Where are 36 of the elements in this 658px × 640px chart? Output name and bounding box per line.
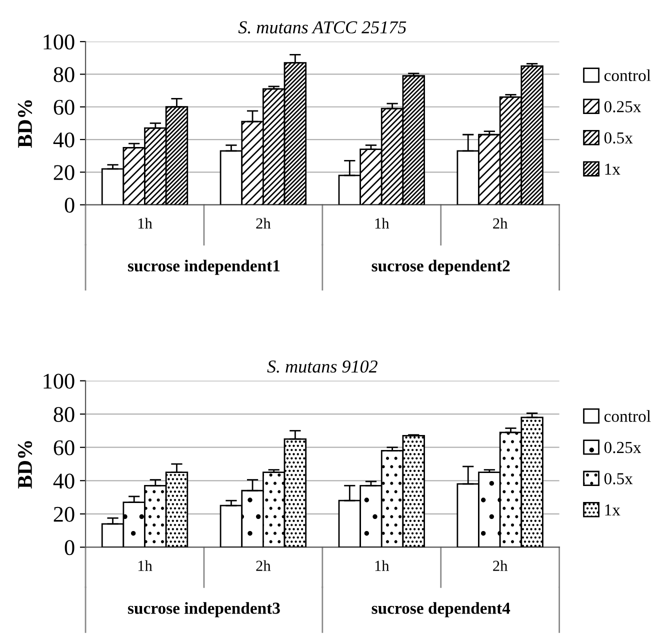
y-axis-title: BD% bbox=[18, 441, 32, 489]
y-tick-label: 100 bbox=[44, 34, 74, 50]
text: sucrose independent3 bbox=[128, 602, 280, 618]
y-axis-title: BD% bbox=[18, 100, 32, 148]
y-tick-label: 0 bbox=[64, 540, 74, 556]
y-tick-label: 20 bbox=[54, 165, 74, 180]
x-tick-label: 2h bbox=[493, 218, 508, 228]
x-tick-label: 1h bbox=[138, 560, 152, 571]
x-tick-label: 1h bbox=[138, 218, 152, 228]
y-tick-label: 40 bbox=[53, 132, 74, 148]
legend-label: 1x bbox=[605, 164, 620, 175]
chart-title: S. mutans ATCC 25175 bbox=[238, 21, 406, 34]
x-tick-label: 2h bbox=[493, 560, 508, 571]
x-tick-label: 1h bbox=[375, 218, 390, 228]
legend-label: control bbox=[604, 69, 651, 82]
legend-label: 1x bbox=[605, 504, 620, 516]
text: sucrose independent1 bbox=[128, 260, 280, 275]
y-tick-label: 100 bbox=[44, 374, 74, 389]
y-tick-label: 40 bbox=[53, 474, 74, 489]
x-tick-label: 2h bbox=[256, 560, 271, 571]
legend-label: 0.5x bbox=[604, 132, 633, 144]
y-tick-label: 80 bbox=[54, 67, 74, 82]
x-tick-label: 2h bbox=[256, 218, 271, 228]
y-tick-label: 60 bbox=[54, 100, 74, 115]
y-tick-label: 20 bbox=[54, 506, 74, 522]
y-tick-label: 0 bbox=[64, 198, 74, 213]
text: sucrose dependent2 bbox=[372, 260, 510, 275]
legend-label: 0.25x bbox=[604, 442, 642, 454]
legend-label: 0.5x bbox=[604, 473, 633, 484]
x-tick-label: 1h bbox=[375, 560, 390, 571]
y-tick-label: 60 bbox=[54, 440, 74, 456]
chart-title: S. mutans 9102 bbox=[267, 360, 378, 373]
y-tick-label: 80 bbox=[54, 407, 74, 422]
legend-label: control bbox=[604, 410, 651, 422]
text: sucrose dependent4 bbox=[372, 602, 510, 618]
legend-label: 0.25x bbox=[604, 101, 642, 112]
